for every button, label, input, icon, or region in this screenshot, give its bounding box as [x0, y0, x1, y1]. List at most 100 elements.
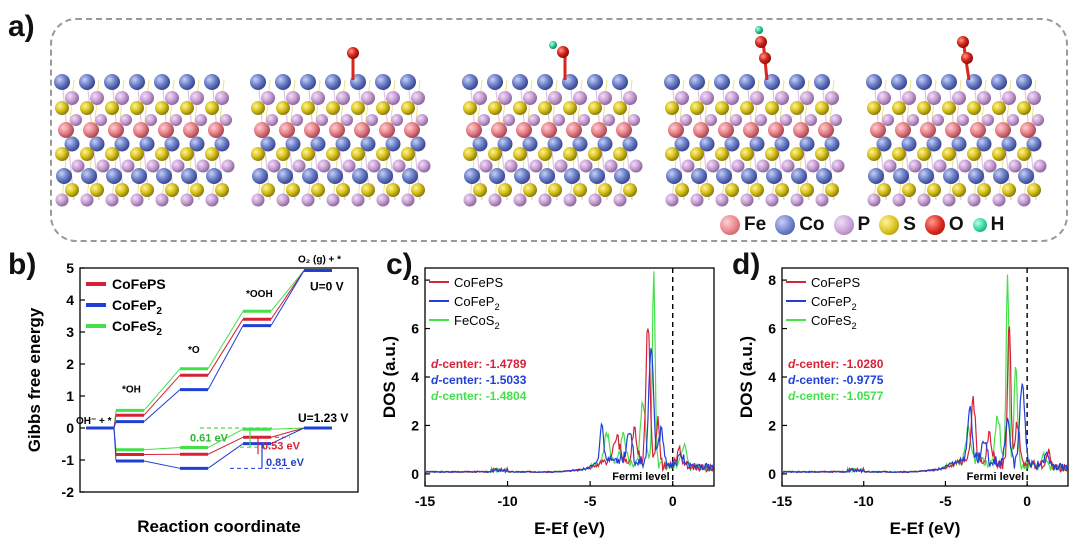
y-tick-label: 2: [66, 356, 74, 372]
s-atom: [613, 101, 627, 115]
p-atom: [825, 91, 839, 105]
s-atom: [665, 147, 679, 161]
o-atom: [347, 47, 359, 59]
panel-label-b: b): [8, 248, 37, 281]
y-tick-label: 2: [411, 417, 419, 433]
co-atom: [547, 136, 563, 152]
p-atom: [498, 91, 512, 105]
p-atom: [301, 193, 315, 207]
s-atom: [588, 101, 602, 115]
s-atom: [867, 147, 881, 161]
p-atom: [623, 91, 637, 105]
p-atom: [992, 193, 1006, 207]
co-atom: [302, 168, 318, 184]
co-atom: [206, 168, 222, 184]
panel-label-c: c): [386, 248, 413, 281]
gap-label-cofeps: 0.53 eV: [262, 441, 301, 453]
legend-label: CoFeP2: [811, 294, 857, 312]
p-atom: [983, 159, 997, 173]
legend-label: CoFeS2: [811, 313, 857, 331]
s-atom: [1017, 101, 1031, 115]
co-atom: [250, 74, 266, 90]
co-atom: [352, 168, 368, 184]
p-atom: [401, 193, 415, 207]
co-atom: [749, 136, 765, 152]
s-atom: [942, 147, 956, 161]
s-atom: [165, 183, 179, 197]
legend-o: O: [924, 214, 964, 236]
connector-line: [270, 270, 305, 320]
fe-atom: [329, 122, 345, 138]
connector-line: [207, 325, 244, 390]
d-center-label: d-center: -1.4789: [431, 357, 527, 371]
co-atom: [891, 74, 907, 90]
fe-atom: [208, 122, 224, 138]
legend-s: S: [879, 214, 916, 236]
x-axis-label: Reaction coordinate: [137, 517, 300, 536]
co-atom: [943, 168, 959, 184]
fe-atom: [818, 122, 834, 138]
s-atom: [867, 101, 881, 115]
co-atom: [464, 168, 480, 184]
fe-atom: [995, 122, 1011, 138]
co-atom: [916, 74, 932, 90]
p-atom: [367, 159, 381, 173]
legend-label: CoFePS: [811, 275, 860, 290]
connector-line: [270, 270, 305, 312]
s-atom: [892, 101, 906, 115]
s-atom: [251, 101, 265, 115]
y-tick-label: 4: [66, 292, 74, 308]
s-atom: [740, 147, 754, 161]
co-atom: [277, 168, 293, 184]
p-atom: [877, 91, 891, 105]
p-atom: [120, 114, 132, 126]
co-atom: [375, 74, 391, 90]
p-atom: [326, 193, 340, 207]
p-atom: [1027, 91, 1041, 105]
o-atom: [957, 36, 969, 48]
co-atom: [664, 74, 680, 90]
s-atom: [513, 147, 527, 161]
s-atom: [90, 183, 104, 197]
p-atom: [781, 159, 795, 173]
co-ball-icon: [775, 215, 796, 235]
p-atom: [892, 193, 906, 207]
p-atom: [628, 114, 640, 126]
p-atom: [65, 91, 79, 105]
s-atom: [790, 101, 804, 115]
connector-line: [207, 436, 244, 455]
p-atom: [588, 193, 602, 207]
s-atom: [361, 183, 375, 197]
p-atom: [755, 114, 767, 126]
y-axis-label: DOS (a.u.): [737, 336, 756, 418]
legend-fe-label: Fe: [744, 214, 767, 235]
connector-line: [113, 421, 117, 429]
p-atom: [70, 114, 82, 126]
co-atom: [789, 74, 805, 90]
p-atom: [933, 159, 947, 173]
s-atom: [1002, 183, 1016, 197]
co-atom: [993, 168, 1009, 184]
co-atom: [154, 74, 170, 90]
p-atom: [292, 159, 306, 173]
co-atom: [327, 168, 343, 184]
p-atom: [927, 91, 941, 105]
p-atom: [504, 159, 518, 173]
s-atom: [488, 101, 502, 115]
p-atom: [71, 159, 85, 173]
p-atom: [523, 91, 537, 105]
co-atom: [716, 168, 732, 184]
s-atom: [877, 183, 891, 197]
step-label: OH⁻ + *: [76, 416, 112, 427]
co-atom: [968, 168, 984, 184]
o-ball-icon: [924, 215, 945, 235]
s-atom: [977, 183, 991, 197]
structure-slab: [250, 47, 431, 207]
s-atom: [952, 183, 966, 197]
p-atom: [554, 159, 568, 173]
p-atom: [538, 193, 552, 207]
gap-label-cofes2: 0.61 eV: [190, 433, 229, 445]
fe-atom: [870, 122, 886, 138]
legend-label: CoFePS: [112, 276, 166, 292]
p-atom: [1017, 193, 1031, 207]
